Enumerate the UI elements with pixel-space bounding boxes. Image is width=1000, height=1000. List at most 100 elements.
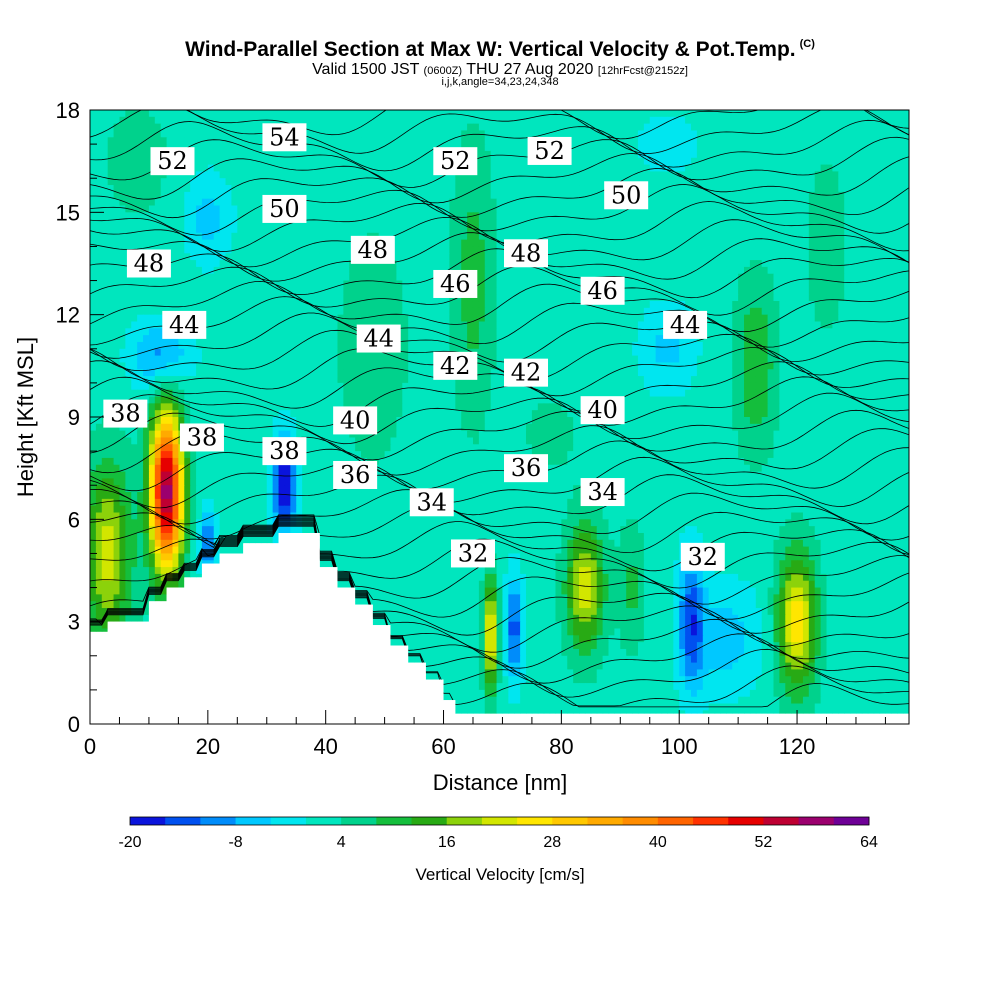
w-cell xyxy=(90,130,97,138)
w-cell xyxy=(755,144,763,152)
w-cell xyxy=(384,280,392,288)
w-cell xyxy=(278,178,286,186)
w-cell xyxy=(437,307,445,316)
w-cell xyxy=(225,205,233,213)
w-cell xyxy=(125,307,132,316)
w-cell xyxy=(484,171,492,179)
w-cell xyxy=(632,307,639,316)
w-cell xyxy=(897,178,904,186)
w-cell xyxy=(838,130,845,138)
w-cell xyxy=(584,198,592,207)
w-cell xyxy=(125,212,132,220)
w-cell xyxy=(867,150,875,159)
w-cell xyxy=(313,287,321,295)
w-cell xyxy=(850,287,857,295)
w-cell xyxy=(355,185,362,193)
w-cell xyxy=(673,164,680,172)
w-cell xyxy=(520,335,527,343)
w-cell xyxy=(567,307,574,316)
w-cell xyxy=(402,328,409,336)
w-cell xyxy=(637,321,645,329)
w-cell xyxy=(679,260,686,268)
w-cell xyxy=(867,239,875,248)
w-cell xyxy=(867,280,875,288)
w-cell xyxy=(555,225,562,234)
w-cell xyxy=(443,341,451,350)
w-cell xyxy=(249,191,256,200)
w-cell xyxy=(767,144,775,152)
w-cell xyxy=(590,212,598,220)
w-cell xyxy=(632,280,639,288)
w-cell xyxy=(850,191,857,200)
w-cell xyxy=(897,321,904,329)
w-cell xyxy=(131,130,138,138)
w-cell xyxy=(249,110,256,118)
w-cell xyxy=(667,178,674,186)
w-cell xyxy=(632,341,639,350)
w-cell xyxy=(490,191,498,200)
w-cell xyxy=(213,212,221,220)
w-cell xyxy=(520,328,527,336)
w-cell xyxy=(673,273,680,282)
w-cell xyxy=(290,266,297,275)
w-cell xyxy=(137,294,144,302)
w-cell xyxy=(231,157,238,166)
w-cell xyxy=(726,253,733,261)
w-cell xyxy=(714,137,722,145)
w-cell xyxy=(797,273,804,282)
w-cell xyxy=(343,307,350,316)
w-cell xyxy=(596,198,604,207)
w-cell xyxy=(249,321,256,329)
w-cell xyxy=(838,239,845,248)
w-cell xyxy=(732,144,739,152)
w-cell xyxy=(431,191,439,200)
w-cell xyxy=(767,157,775,166)
w-cell xyxy=(520,219,527,227)
w-cell xyxy=(573,164,580,172)
w-cell xyxy=(720,178,727,186)
w-cell xyxy=(744,171,751,179)
w-cell xyxy=(308,116,315,125)
w-cell xyxy=(690,185,698,193)
w-cell xyxy=(632,123,639,132)
w-cell xyxy=(461,130,468,138)
w-cell xyxy=(107,273,115,282)
w-cell xyxy=(201,205,209,213)
w-cell xyxy=(278,280,286,288)
w-cell xyxy=(526,191,533,200)
w-cell xyxy=(478,260,486,268)
w-cell xyxy=(620,232,627,241)
w-cell xyxy=(696,219,704,227)
w-cell xyxy=(749,253,757,261)
w-cell xyxy=(808,205,816,213)
w-cell xyxy=(579,164,586,172)
w-cell xyxy=(419,171,427,179)
w-cell xyxy=(331,246,339,254)
w-cell xyxy=(254,185,262,193)
w-cell xyxy=(531,294,539,302)
w-cell xyxy=(602,116,610,125)
w-cell xyxy=(643,225,651,234)
w-cell xyxy=(184,191,191,200)
w-cell xyxy=(119,314,126,323)
w-cell xyxy=(714,314,722,323)
w-cell xyxy=(461,307,468,316)
w-cell xyxy=(449,301,456,309)
w-cell xyxy=(826,164,833,172)
w-cell xyxy=(219,287,227,295)
w-cell xyxy=(714,348,722,357)
w-cell xyxy=(690,110,698,118)
w-cell xyxy=(526,205,533,213)
w-cell xyxy=(355,123,362,132)
w-cell xyxy=(319,260,327,268)
w-cell xyxy=(243,260,250,268)
w-cell xyxy=(802,164,810,172)
w-cell xyxy=(891,164,898,172)
w-cell xyxy=(832,246,839,254)
forecast-info: [12hrFcst@2152z] xyxy=(597,65,688,77)
w-cell xyxy=(349,157,356,166)
w-cell xyxy=(131,341,138,350)
w-cell xyxy=(561,171,568,179)
w-cell xyxy=(614,314,621,323)
w-cell xyxy=(744,116,751,125)
